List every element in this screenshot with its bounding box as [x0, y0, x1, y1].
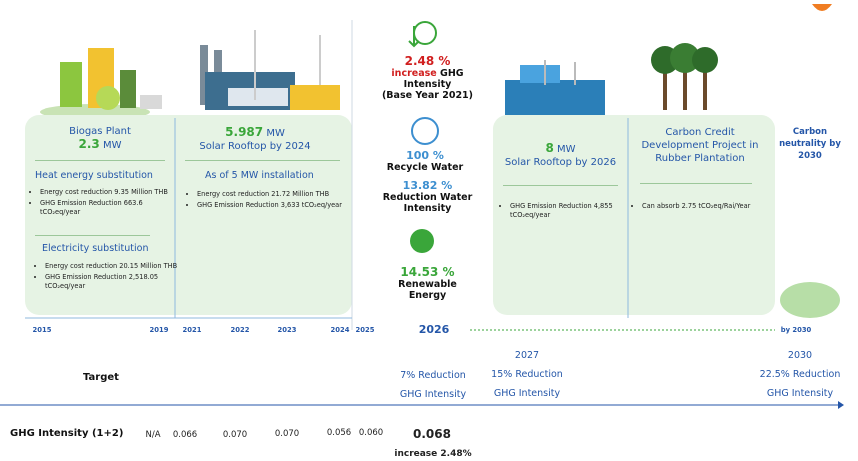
bullets: Energy cost reduction 21.72 Million THB …: [187, 190, 357, 212]
target-sub: GHG Intensity: [493, 388, 561, 399]
heading: Heat energy substitution: [35, 170, 153, 181]
heading: Electricity substitution: [42, 243, 149, 254]
water-icon: [411, 117, 439, 145]
unit: MW: [266, 128, 285, 139]
ghg-note: increase 2.48%: [394, 449, 472, 459]
year: 2026: [418, 323, 450, 336]
value: 100 %: [406, 149, 444, 162]
ghg-value: 0.068: [413, 427, 451, 441]
metric: 14.53 % Renewable Energy: [380, 265, 475, 301]
unit: MW: [557, 144, 576, 155]
value: 8: [545, 141, 554, 155]
rule: [185, 160, 340, 161]
metric: 13.82 % Reduction Water Intensity: [375, 180, 480, 214]
year: 2023: [277, 326, 297, 334]
bullet: Energy cost reduction 20.15 Million THB: [45, 262, 185, 271]
metric: 100 % Recycle Water: [370, 150, 480, 173]
value: 2.3: [78, 137, 100, 151]
target-text: 7% Reduction: [400, 370, 466, 381]
target: 2030 22.5% Reduction GHG Intensity: [760, 346, 841, 403]
neutrality-illustration: [780, 282, 840, 318]
ghg-value: 0.056: [326, 428, 352, 438]
bullet: Energy cost reduction 9.35 Million THB: [40, 188, 175, 197]
rule: [35, 235, 150, 236]
label: Renewable Energy: [398, 279, 457, 301]
energy-icon: [410, 229, 434, 253]
year: by 2030: [780, 326, 812, 334]
co2-icon: [408, 21, 437, 48]
arrow-head: [838, 401, 844, 409]
ghg-value: N/A: [145, 430, 161, 440]
target-label: Target: [83, 372, 119, 383]
panel-left: [25, 115, 352, 315]
target-text: 22.5% Reduction: [759, 369, 841, 380]
bullet: GHG Emission Reduction 2,518.05 tCO₂eq/y…: [45, 273, 185, 291]
label: GHG Intensity: [403, 68, 464, 90]
target: 7% Reduction GHG Intensity: [400, 366, 466, 404]
year: 2019: [149, 326, 169, 334]
target-text: 15% Reduction: [491, 369, 563, 380]
value: 5.987: [225, 125, 264, 139]
year: 2015: [32, 326, 52, 334]
bullets: Can absorb 2.75 tCO₂eq/Rai/Year: [632, 202, 787, 213]
bullet: GHG Emission Reduction 4,855 tCO₂eq/year: [510, 202, 635, 220]
bullet: GHG Emission Reduction 663.6 tCO₂eq/year: [40, 199, 175, 217]
bullet: Can absorb 2.75 tCO₂eq/Rai/Year: [642, 202, 787, 211]
note: (Base Year 2021): [381, 90, 474, 101]
ghg-value: 0.060: [358, 428, 384, 438]
panel-right: [493, 115, 775, 315]
value: 2.48 %: [404, 54, 451, 68]
logo: [812, 4, 832, 11]
year: 2024: [330, 326, 350, 334]
year: 2022: [230, 326, 250, 334]
target-sub: GHG Intensity: [766, 388, 834, 399]
ghg-label: GHG Intensity (1+2): [10, 428, 124, 439]
rule: [35, 160, 165, 161]
solar-illustration: [505, 60, 605, 115]
panel-title: 5.987 MW Solar Rooftop by 2024: [180, 126, 330, 153]
label: Reduction Water Intensity: [382, 192, 473, 214]
panel-title: 8 MW Solar Rooftop by 2026: [493, 142, 628, 169]
metric: 2.48 % increase GHG Intensity (Base Year 2…: [370, 54, 485, 101]
target-year: 2030: [787, 350, 813, 361]
highlight: increase: [391, 68, 437, 79]
title: Solar Rooftop by 2026: [504, 157, 617, 168]
rule: [503, 185, 618, 186]
rule: [640, 183, 752, 184]
target-year: 2027: [514, 350, 540, 361]
panel-title: Carbon Credit Development Project in Rub…: [641, 127, 759, 164]
ghg-value: 0.070: [274, 429, 300, 439]
ghg-value: 0.066: [172, 430, 198, 440]
biogas-illustration: [40, 48, 162, 120]
bullets: Energy cost reduction 20.15 Million THB …: [35, 262, 185, 293]
factory-illustration: [200, 30, 340, 110]
title: Biogas Plant: [69, 126, 131, 137]
year: 2021: [182, 326, 202, 334]
target-sub: GHG Intensity: [399, 389, 467, 400]
title: Solar Rooftop by 2024: [199, 141, 311, 152]
bullets: Energy cost reduction 9.35 Million THB G…: [30, 188, 175, 219]
year: 2025: [355, 326, 375, 334]
bullet: Energy cost reduction 21.72 Million THB: [197, 190, 357, 199]
label: Recycle Water: [386, 162, 464, 173]
heading: As of 5 MW installation: [205, 170, 314, 181]
ghg-value: 0.070: [222, 430, 248, 440]
target: 2027 15% Reduction GHG Intensity: [491, 346, 563, 403]
unit: MW: [102, 140, 122, 151]
value: 13.82 %: [402, 179, 453, 192]
goal: Carbon neutrality by 2030: [779, 127, 841, 161]
bullet: GHG Emission Reduction 3,633 tCO₂eq/year: [197, 201, 357, 210]
bullets: GHG Emission Reduction 4,855 tCO₂eq/year: [500, 202, 635, 222]
trees-illustration: [651, 43, 718, 110]
value: 14.53 %: [400, 265, 455, 279]
panel-title: Biogas Plant 2.3 MW: [25, 125, 175, 152]
